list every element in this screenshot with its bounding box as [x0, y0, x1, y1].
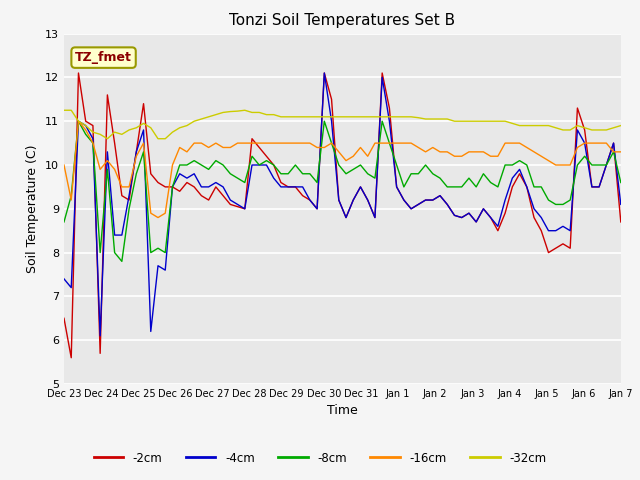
- X-axis label: Time: Time: [327, 405, 358, 418]
- Legend: -2cm, -4cm, -8cm, -16cm, -32cm: -2cm, -4cm, -8cm, -16cm, -32cm: [89, 447, 551, 469]
- Text: TZ_fmet: TZ_fmet: [75, 51, 132, 64]
- Y-axis label: Soil Temperature (C): Soil Temperature (C): [26, 144, 40, 273]
- Title: Tonzi Soil Temperatures Set B: Tonzi Soil Temperatures Set B: [229, 13, 456, 28]
